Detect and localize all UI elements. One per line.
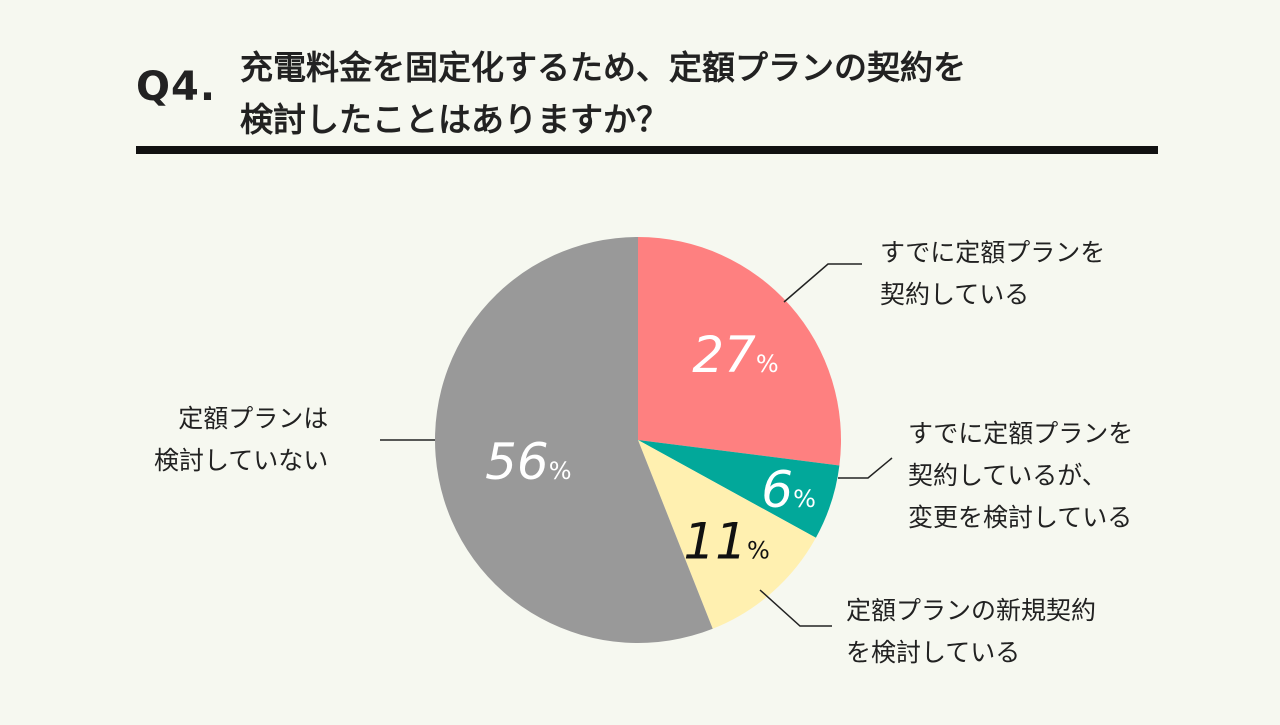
leader-line-1 (838, 457, 893, 479)
pie-slice-3 (435, 236, 713, 643)
title-line-2: 検討したことはありますか？ (240, 100, 669, 139)
slice-value-3: 56% (485, 433, 571, 491)
question-number: Q4. (136, 64, 217, 110)
page-title: 充電料金を固定化するため、定額プランの契約を 検討したことはありますか？ (240, 42, 1200, 146)
slice-value-1: 6% (761, 461, 816, 519)
pie-slice-1 (638, 440, 840, 538)
title-underline (136, 146, 1158, 154)
slice-label-1: すでに定額プランを 契約しているが、 変更を検討している (908, 419, 1134, 532)
slice-value-2: 11% (683, 512, 769, 570)
leader-line-2 (759, 589, 832, 627)
pie-slice-2 (638, 440, 816, 629)
pie-slice-0 (638, 237, 842, 466)
slice-label-2: 定額プランの新規契約 を検討している (846, 596, 1097, 667)
slice-label-0: すでに定額プランを 契約している (880, 238, 1106, 309)
title-line-1: 充電料金を固定化するため、定額プランの契約を (240, 48, 966, 87)
leader-line-0 (783, 263, 862, 303)
slice-value-0: 27% (692, 326, 778, 384)
slice-label-3: 定額プランは 検討していない (154, 404, 329, 475)
